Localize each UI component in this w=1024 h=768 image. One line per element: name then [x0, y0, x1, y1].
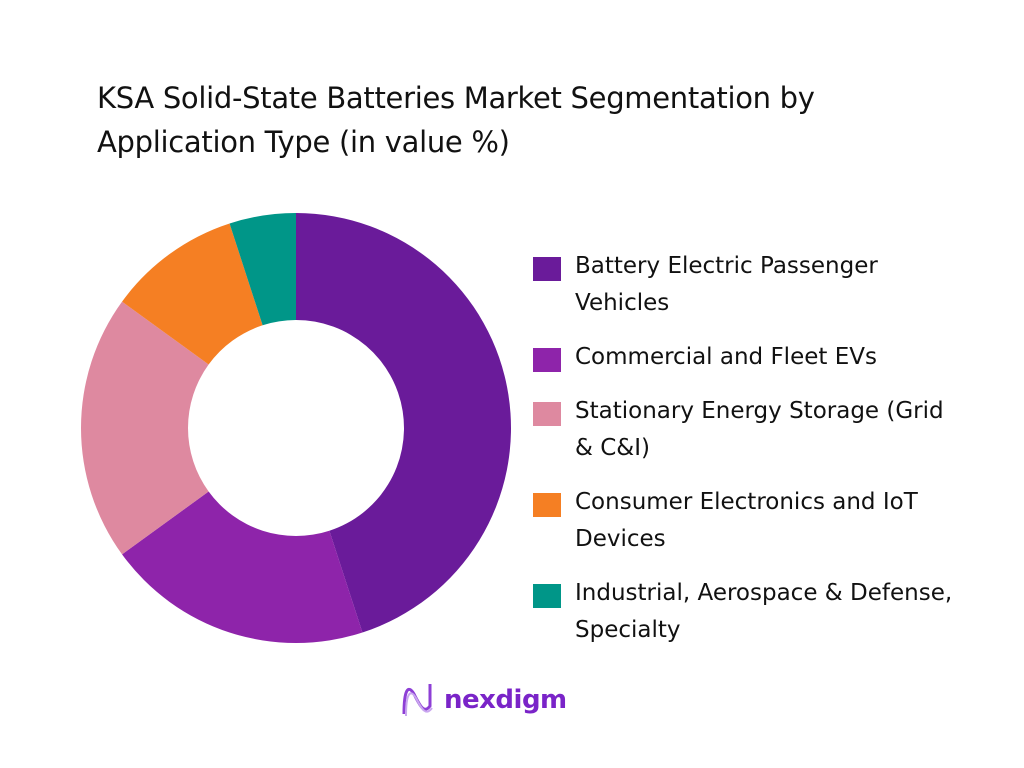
legend-label: Commercial and Fleet EVs: [575, 344, 877, 370]
donut-slice: [229, 213, 296, 326]
legend-swatch: [533, 402, 561, 426]
nexdigm-logo: nexdigm: [400, 680, 567, 720]
donut-slice: [81, 301, 209, 555]
wave-n-icon: [402, 684, 433, 717]
legend-item: Stationary Energy Storage (Grid & C&I): [533, 393, 973, 467]
legend-item: Industrial, Aerospace & Defense, Special…: [533, 575, 973, 649]
legend-item: Consumer Electronics and IoT Devices: [533, 484, 973, 558]
donut-slice: [296, 212, 512, 633]
legend: Battery Electric Passenger Vehicles Comm…: [533, 248, 973, 666]
logo-text: nexdigm: [444, 685, 567, 715]
donut-slice: [122, 491, 363, 643]
donut-slices: [81, 212, 512, 643]
legend-label: Industrial, Aerospace & Defense, Special…: [575, 580, 953, 643]
legend-swatch: [533, 584, 561, 608]
legend-swatch: [533, 348, 561, 372]
chart-title: KSA Solid-State Batteries Market Segment…: [97, 81, 815, 159]
legend-item: Commercial and Fleet EVs: [533, 339, 973, 376]
legend-label: Stationary Energy Storage (Grid & C&I): [575, 398, 944, 461]
legend-swatch: [533, 493, 561, 517]
legend-swatch: [533, 257, 561, 281]
legend-item: Battery Electric Passenger Vehicles: [533, 248, 973, 322]
legend-label: Battery Electric Passenger Vehicles: [575, 253, 878, 316]
donut-slice: [122, 223, 263, 365]
legend-label: Consumer Electronics and IoT Devices: [575, 489, 918, 552]
